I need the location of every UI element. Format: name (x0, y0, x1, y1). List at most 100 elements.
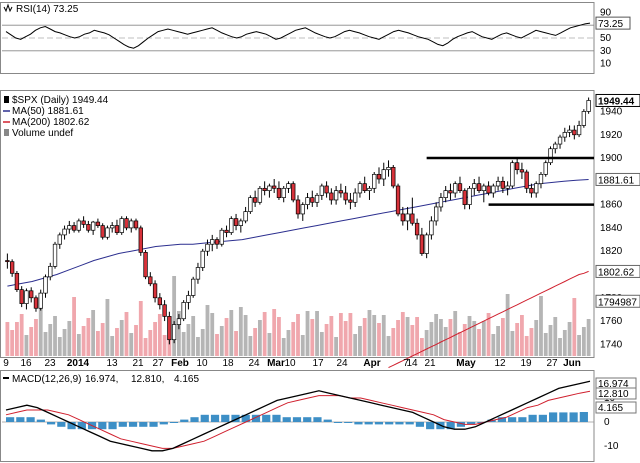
macd-hist-bar (272, 414, 281, 422)
candle-body (300, 204, 305, 215)
volume-bar (81, 326, 86, 356)
volume-bar (505, 294, 510, 356)
volume-bar (53, 316, 57, 356)
volume-bar (76, 334, 81, 356)
x-tick-label: 12 (494, 358, 506, 369)
volume-bar (138, 301, 143, 356)
candle-body (129, 220, 134, 229)
volume-bar (24, 335, 29, 356)
volume-bar (410, 325, 415, 356)
price-tick-label: 1820 (600, 246, 623, 257)
volume-bar (386, 336, 391, 356)
volume-bar (419, 338, 424, 356)
x-tick-label: 13 (106, 358, 118, 369)
x-tick-label: 10 (196, 358, 208, 369)
volume-bar (257, 320, 262, 356)
volume-bar (234, 331, 238, 356)
x-tick-label: 10 (284, 358, 296, 369)
volume-bar (415, 317, 420, 356)
macd-hist-bar (508, 417, 517, 422)
candle-body (467, 187, 472, 205)
volume-bar (372, 315, 377, 356)
macd-hist-bar (385, 422, 394, 425)
volume-bar (548, 325, 553, 356)
volume-bar (338, 313, 343, 356)
candle-body (114, 225, 120, 233)
volume-bar (19, 314, 24, 356)
candle-body (400, 213, 405, 222)
candle-body (62, 228, 67, 236)
volume-bar (210, 313, 215, 356)
candle-body (405, 213, 410, 222)
candle-body (281, 187, 286, 198)
volume-bar (543, 333, 548, 356)
candle-body (191, 278, 196, 296)
candle-body (462, 190, 467, 205)
candle-body (338, 190, 344, 194)
candle-body (548, 148, 553, 164)
volume-bar (524, 336, 529, 356)
rsi-line (5, 22, 591, 49)
macd-hist-bar (426, 422, 435, 430)
candle-body (314, 194, 320, 203)
x-tick-label: 14 (406, 358, 418, 369)
macd-hist-bar (354, 422, 363, 425)
volume-bar (34, 319, 38, 356)
volume-bar (291, 322, 296, 356)
x-tick-label: 23 (44, 358, 56, 369)
volume-bar (343, 321, 348, 356)
macd-hist-bar (313, 417, 322, 422)
macd-hist-bar (374, 422, 384, 425)
candle-body (367, 187, 372, 191)
x-month-label: Feb (171, 358, 189, 369)
candle-body (267, 185, 272, 191)
volume-bar (57, 337, 62, 356)
macd-hist-bar (169, 422, 179, 423)
candle-body (176, 318, 182, 325)
macd-tag-box (595, 401, 637, 414)
x-month-label: Jun (563, 358, 581, 369)
macd-hist-bar (559, 412, 568, 422)
volume-bar (229, 310, 234, 356)
volume-bar (253, 328, 258, 356)
volume-bar (38, 295, 43, 356)
volume-bar (243, 315, 248, 356)
volume-bar (172, 276, 177, 356)
rsi-icon (3, 3, 13, 13)
candle-body (362, 183, 367, 191)
macd-hist-bar (128, 422, 138, 427)
candle-body (419, 234, 425, 254)
candle-body (348, 199, 353, 203)
candle-body (353, 192, 358, 203)
x-month-label: Mar (267, 358, 285, 369)
candle-body (438, 197, 444, 208)
volume-bar (319, 332, 324, 356)
macd-tick-label: -10 (604, 441, 619, 452)
volume-bar (453, 311, 458, 356)
ma200-line (388, 270, 589, 369)
macd-hist-bar (46, 422, 56, 425)
candle-body (262, 187, 267, 191)
macd-hist-bar (210, 414, 220, 422)
volume-bar (443, 327, 448, 356)
volume-bar (86, 318, 91, 356)
volume-bar (515, 323, 520, 356)
candle-body (186, 295, 191, 303)
candle-body (195, 267, 201, 280)
volume-bar (310, 319, 315, 356)
volume-bar (324, 324, 329, 356)
candle-body (162, 304, 167, 317)
volume-bar (586, 319, 591, 356)
candle-body (586, 100, 591, 112)
candle-body (557, 136, 563, 145)
volume-bar (334, 337, 339, 356)
legend-price: $SPX (Daily) 1949.44 (12, 95, 109, 106)
candle-body (429, 220, 434, 236)
candle-body (519, 169, 525, 173)
macd-hist-bar (149, 422, 158, 427)
x-tick-label: 21 (424, 358, 436, 369)
macd-hist-bar (364, 422, 373, 425)
x-tick-label: 27 (152, 358, 164, 369)
macd-tag-box (595, 387, 637, 400)
